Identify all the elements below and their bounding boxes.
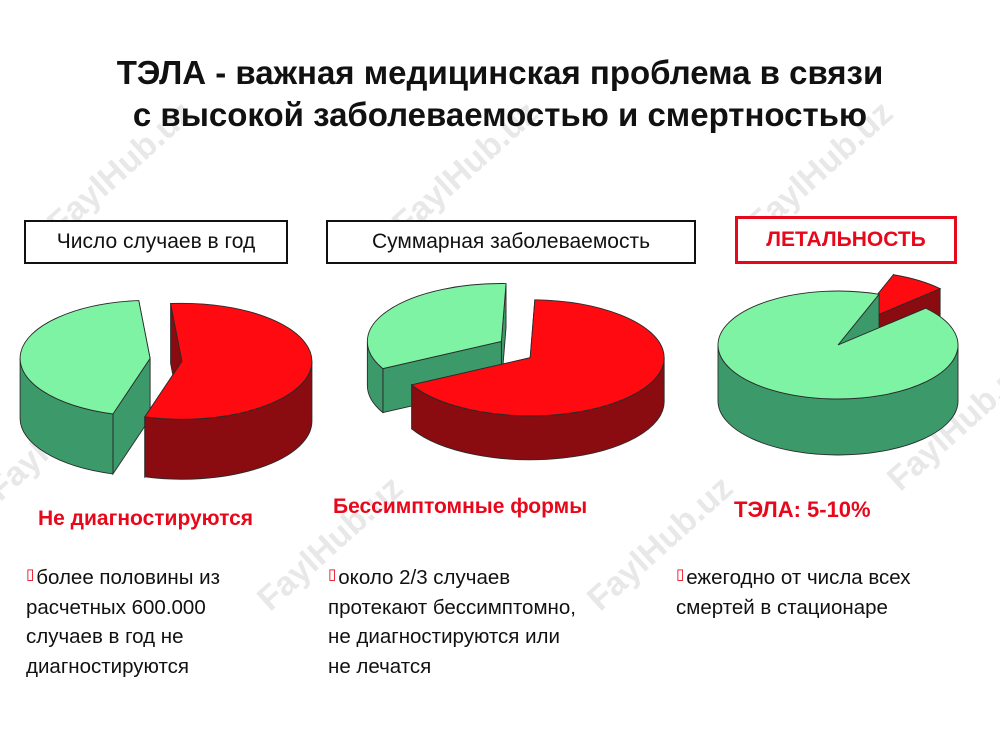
desc-line: ▯более половины из	[26, 560, 220, 593]
pie-slice-top	[410, 299, 665, 417]
desc-line: диагностируются	[26, 654, 189, 678]
panel-1-description: ▯более половины из расчетных 600.000 слу…	[26, 560, 220, 681]
pie-slice-2	[717, 290, 959, 456]
panel-3-header: ЛЕТАЛЬНОСТЬ	[735, 216, 957, 264]
desc-line-text: более половины из	[36, 566, 221, 589]
panel-1-header: Число случаев в год	[24, 220, 288, 264]
desc-line-text: около 2/3 случаев	[338, 566, 511, 589]
panel-2-header: Суммарная заболеваемость	[326, 220, 696, 264]
desc-line: протекают бессимптомно,	[328, 595, 576, 619]
panel-2-description: ▯около 2/3 случаев протекают бессимптомн…	[328, 560, 576, 681]
panel-3-description: ▯ежегодно от числа всех смертей в стацио…	[676, 560, 911, 622]
pie-slice-top	[717, 290, 959, 400]
panel-3-caption: ТЭЛА: 5-10%	[734, 497, 871, 522]
pie-slice-1	[144, 302, 313, 480]
desc-line: смертей в стационаре	[676, 595, 888, 619]
pie-slice-top	[144, 302, 313, 420]
bullet-icon: ▯	[328, 566, 337, 583]
bullet-icon: ▯	[26, 566, 35, 583]
desc-line: ▯ежегодно от числа всех	[676, 560, 911, 593]
pie-chart-lethality	[717, 273, 959, 456]
bullet-icon: ▯	[676, 566, 685, 583]
pie-slice-1	[410, 299, 665, 461]
pie-chart-total-incidence	[366, 283, 665, 461]
page-title: ТЭЛА - важная медицинская проблема в свя…	[0, 52, 1000, 136]
desc-line-text: ежегодно от числа всех	[686, 566, 911, 589]
pie-slice-top	[366, 283, 507, 370]
pie-slice-2	[19, 300, 151, 476]
panel-1-caption: Не диагностируются	[38, 507, 254, 530]
title-line-2: с высокой заболеваемостью и смертностью	[132, 96, 868, 133]
pie-slice-top	[19, 300, 151, 415]
desc-line: случаев в год не	[26, 625, 184, 648]
desc-line: ▯около 2/3 случаев	[328, 560, 576, 593]
pie-chart-cases-per-year	[19, 300, 313, 480]
desc-line: не лечатся	[328, 654, 432, 678]
title-line-1: ТЭЛА - важная медицинская проблема в свя…	[116, 54, 884, 91]
desc-line: не диагностируются или	[328, 625, 560, 648]
desc-line: расчетных 600.000	[26, 595, 206, 619]
panel-2-caption: Бессимптомные формы	[333, 495, 588, 518]
